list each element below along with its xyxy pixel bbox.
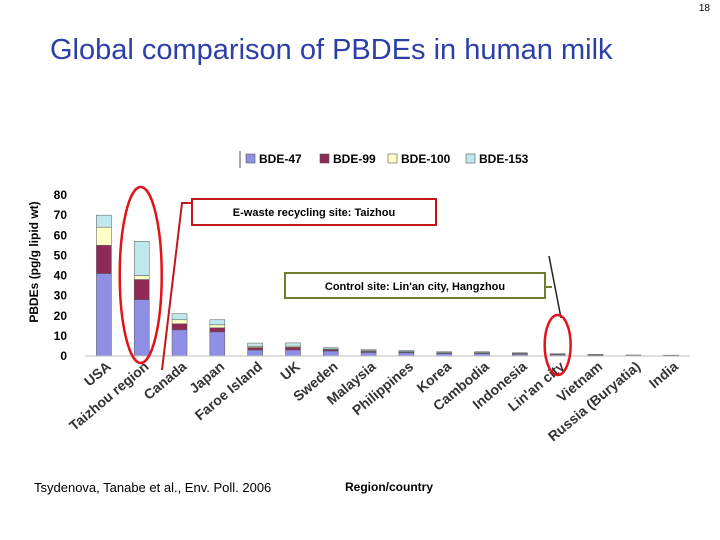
bar-segment <box>512 352 528 354</box>
bar-segment <box>171 319 188 325</box>
y-tick-label: 70 <box>54 208 68 222</box>
bar-segment <box>398 350 415 352</box>
annotation-pointer-control <box>548 255 562 319</box>
bar-segment <box>209 319 226 326</box>
annotation-pointer-ewaste <box>161 202 192 371</box>
bar-segment <box>285 349 301 357</box>
bar-segment <box>171 313 188 321</box>
bar-segment <box>360 349 377 352</box>
annotation-ewaste: E-waste recycling site: Taizhou <box>233 207 395 219</box>
bar-segment <box>323 347 339 350</box>
slide-title: Global comparison of PBDEs in human milk <box>50 34 613 66</box>
bar-segment <box>436 351 452 353</box>
bar-segment <box>133 275 150 280</box>
bar-segment <box>247 347 263 351</box>
bar-segment <box>474 351 490 353</box>
annotation-control: Control site: Lin'an city, Hangzhou <box>325 281 505 293</box>
y-axis-ticks: 0 10 20 30 40 50 60 70 80 <box>54 188 68 363</box>
bar-segment <box>587 354 604 356</box>
y-tick-label: 40 <box>54 269 68 283</box>
chart-legend: BDE-47 BDE-99 BDE-100 BDE-153 <box>239 151 529 168</box>
highlight-ellipse-taizhou <box>118 185 163 365</box>
y-tick-label: 80 <box>54 188 68 202</box>
y-tick-label: 60 <box>54 228 68 242</box>
bar-segment <box>247 349 263 357</box>
x-tick-label: UK <box>277 358 303 383</box>
bar-segment <box>133 279 150 300</box>
bar-segment <box>96 245 112 274</box>
highlight-ellipse-linan <box>543 313 572 377</box>
legend-entry: BDE-100 <box>401 152 451 166</box>
bar-segment <box>247 342 263 347</box>
y-tick-label: 0 <box>60 349 67 363</box>
y-tick-label: 50 <box>54 248 68 262</box>
bar-segment <box>96 226 112 246</box>
bar-segment <box>133 241 150 276</box>
annotation-box-control <box>284 272 546 299</box>
legend-swatch <box>319 153 330 164</box>
x-axis-label: Region/country <box>345 480 433 494</box>
y-tick-label: 10 <box>54 329 68 343</box>
legend-swatch <box>465 153 476 164</box>
legend-entry: BDE-153 <box>479 152 529 166</box>
page-number: 18 <box>698 3 710 14</box>
bar-segment <box>133 299 150 357</box>
x-tick-label: India <box>646 358 681 391</box>
legend-swatch <box>245 153 256 164</box>
legend-entry: BDE-47 <box>259 152 302 166</box>
bar-segment <box>285 347 301 351</box>
legend-swatch <box>387 153 398 164</box>
y-axis-label: PBDEs (pg/g lipid wt) <box>27 201 41 322</box>
bars <box>96 214 679 357</box>
y-tick-label: 20 <box>54 309 68 323</box>
bar-segment <box>171 329 188 357</box>
annotations: E-waste recycling site: Taizhou Control s… <box>118 185 572 377</box>
bar-segment <box>360 352 377 357</box>
citation-text: Tsydenova, Tanabe et al., Env. Poll. 200… <box>34 480 272 495</box>
bar-segment <box>171 323 188 331</box>
bar-segment <box>209 331 226 357</box>
annotation-box-ewaste <box>191 198 437 226</box>
bar-segment <box>209 324 226 329</box>
legend-entry: BDE-99 <box>333 152 376 166</box>
bar-segment <box>323 350 339 357</box>
bar-segment <box>96 214 112 228</box>
bar-segment <box>549 353 566 355</box>
bar-segment <box>209 327 226 333</box>
bar-segment <box>285 342 301 347</box>
bar-segment <box>96 273 112 357</box>
y-tick-label: 30 <box>54 289 68 303</box>
x-tick-label: Canada <box>140 358 189 403</box>
